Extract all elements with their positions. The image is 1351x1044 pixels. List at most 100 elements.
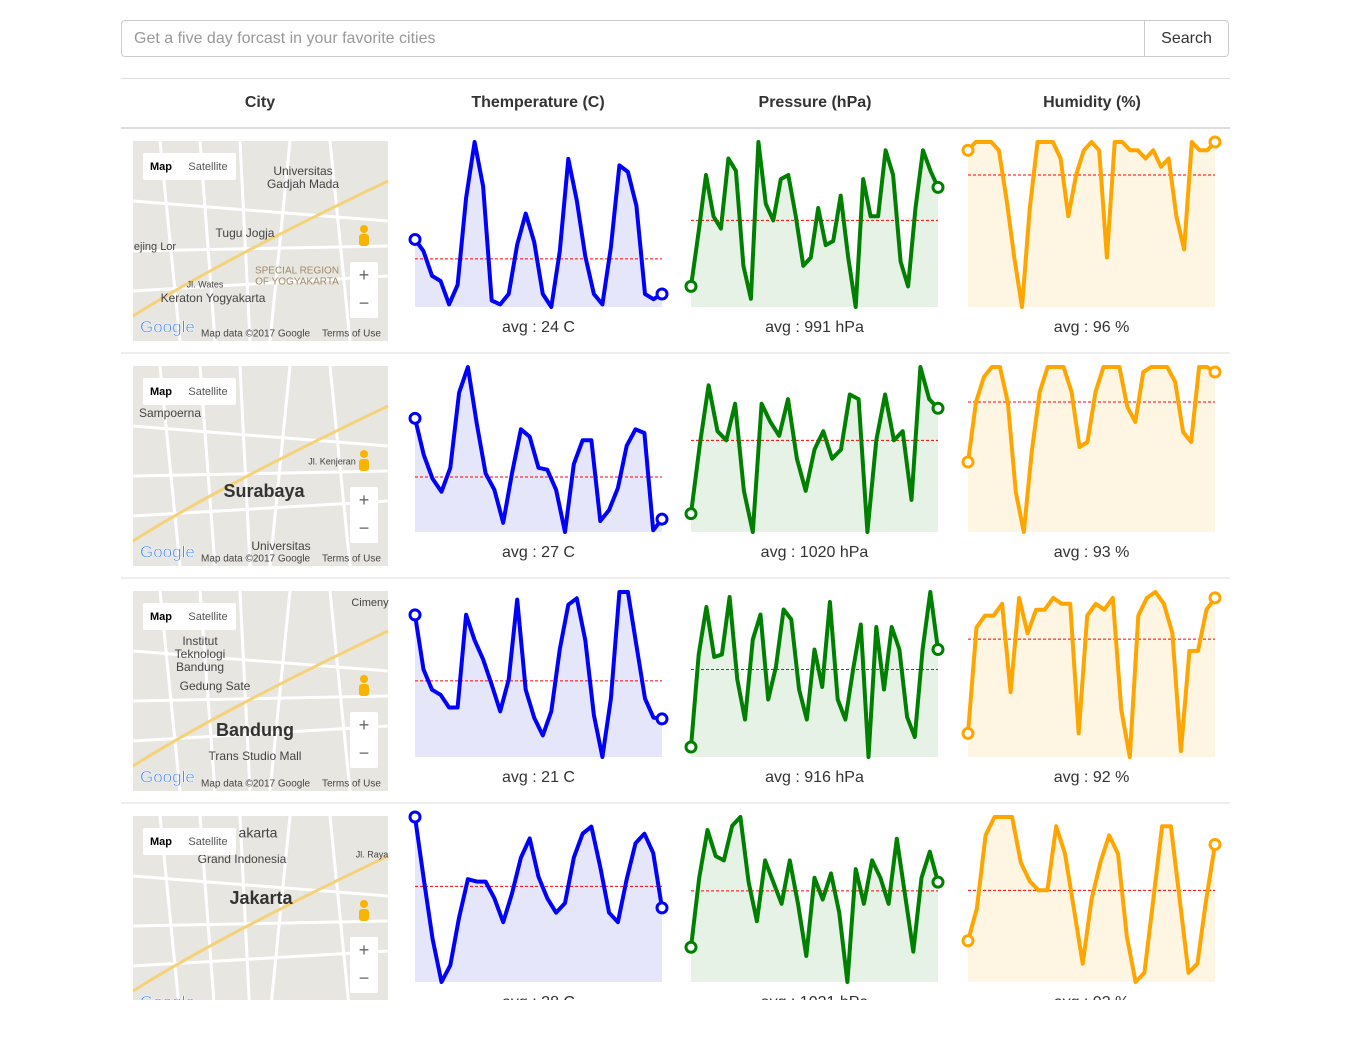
map-road bbox=[238, 365, 252, 567]
sparkline bbox=[689, 815, 940, 984]
end-marker bbox=[684, 940, 698, 954]
map-button: Map bbox=[150, 386, 172, 398]
end-marker bbox=[684, 740, 698, 754]
area-fill bbox=[415, 817, 662, 982]
end-marker bbox=[1208, 135, 1222, 149]
map-label: akarta bbox=[239, 825, 278, 841]
end-marker bbox=[1208, 365, 1222, 379]
map-road bbox=[268, 140, 292, 342]
map-road bbox=[132, 694, 389, 703]
average-label: avg : 93 % bbox=[1054, 544, 1130, 561]
pegman-body bbox=[359, 909, 369, 921]
average-label: avg : 1021 hPa bbox=[761, 994, 869, 1000]
satellite-button: Satellite bbox=[188, 161, 227, 173]
map-type-control bbox=[143, 828, 236, 855]
sparkline bbox=[966, 140, 1217, 309]
map-label: Jakarta bbox=[229, 888, 293, 908]
city-map: Sampoerna Surabaya Universitas Jl. Kenjeran… bbox=[132, 365, 389, 567]
map-button: Map bbox=[150, 611, 172, 623]
sparkline bbox=[413, 590, 663, 759]
zoom-in: + bbox=[359, 490, 370, 510]
map-button: Map bbox=[150, 836, 172, 848]
end-marker bbox=[931, 401, 945, 415]
map-highway bbox=[132, 404, 389, 543]
city-map: akarta Grand Indonesia Jakarta Jl. Raya Map S… bbox=[132, 815, 389, 1000]
end-marker bbox=[1208, 838, 1222, 851]
map-label: Universitas bbox=[251, 539, 310, 553]
zoom-out: − bbox=[359, 968, 370, 988]
map-road bbox=[328, 140, 352, 342]
area-fill bbox=[691, 817, 938, 982]
map-label: Gadjah Mada bbox=[267, 177, 339, 191]
sparkline bbox=[689, 365, 940, 534]
pegman-body bbox=[359, 459, 369, 471]
average-label: avg : 24 C bbox=[502, 319, 575, 336]
map-road bbox=[132, 874, 389, 898]
pegman-body bbox=[359, 234, 369, 246]
map-road bbox=[268, 590, 292, 792]
zoom-in: + bbox=[359, 940, 370, 960]
map-button: Map bbox=[150, 161, 172, 173]
average-label: avg : 1020 hPa bbox=[761, 544, 869, 561]
end-marker bbox=[931, 875, 945, 889]
end-marker bbox=[408, 411, 422, 425]
map-road bbox=[328, 815, 350, 1000]
map-label: Institut bbox=[182, 634, 218, 648]
map-terms: Terms of Use bbox=[322, 779, 381, 790]
map-label: SPECIAL REGION bbox=[255, 266, 339, 277]
map-terms: Terms of Use bbox=[322, 554, 381, 565]
search-button[interactable]: Search bbox=[1145, 20, 1229, 57]
end-marker bbox=[931, 180, 945, 194]
pegman-head bbox=[360, 225, 368, 233]
zoom-out: − bbox=[359, 293, 370, 313]
zoom-out: − bbox=[359, 743, 370, 763]
average-label: avg : 92 % bbox=[1054, 769, 1130, 786]
average-label: avg : 28 C bbox=[502, 994, 575, 1000]
map-road bbox=[132, 469, 389, 478]
google-logo: Google bbox=[140, 767, 195, 786]
end-marker bbox=[655, 901, 669, 915]
zoom-in: + bbox=[359, 265, 370, 285]
average-label: avg : 916 hPa bbox=[765, 769, 864, 786]
column-header: Pressure (hPa) bbox=[759, 94, 872, 111]
map-label: Tugu Jogja bbox=[216, 226, 275, 240]
map-road bbox=[132, 919, 389, 928]
map-highway bbox=[132, 629, 389, 768]
map-road bbox=[238, 815, 251, 1000]
search-input[interactable] bbox=[121, 20, 1145, 57]
zoom-control bbox=[350, 712, 378, 768]
map-label: Bandung bbox=[176, 660, 224, 674]
map-road bbox=[328, 590, 352, 792]
column-header: Humidity (%) bbox=[1043, 94, 1141, 111]
map-label: Grand Indonesia bbox=[198, 852, 287, 866]
map-type-control bbox=[143, 378, 236, 405]
end-marker bbox=[655, 287, 669, 301]
satellite-button: Satellite bbox=[188, 611, 227, 623]
map-attribution: Map data ©2017 Google bbox=[201, 554, 311, 565]
map-label: Sampoerna bbox=[139, 406, 201, 420]
column-header: City bbox=[245, 94, 275, 111]
map-label: Surabaya bbox=[223, 481, 305, 501]
end-marker bbox=[684, 279, 698, 293]
forecast-table: City Themperature (C) Pressure (hPa) Humidi… bbox=[121, 78, 1230, 1000]
area-fill bbox=[968, 592, 1215, 757]
pegman-head bbox=[360, 900, 368, 908]
map-label: Trans Studio Mall bbox=[209, 749, 302, 763]
pegman-head bbox=[360, 675, 368, 683]
map-type-control bbox=[143, 603, 236, 630]
map-road bbox=[268, 365, 292, 567]
search-bar: Search bbox=[121, 20, 1229, 57]
map-label: Keraton Yogyakarta bbox=[161, 291, 266, 305]
map-road bbox=[132, 649, 389, 673]
end-marker bbox=[961, 726, 975, 740]
sparkline bbox=[413, 365, 664, 534]
zoom-in: + bbox=[359, 715, 370, 735]
end-marker bbox=[1208, 591, 1222, 605]
map-highway bbox=[132, 854, 389, 993]
map-road bbox=[238, 140, 252, 342]
google-logo: Google bbox=[140, 992, 195, 1000]
sparkline bbox=[689, 140, 940, 309]
map-attribution: Map data ©2017 Google bbox=[201, 329, 311, 340]
